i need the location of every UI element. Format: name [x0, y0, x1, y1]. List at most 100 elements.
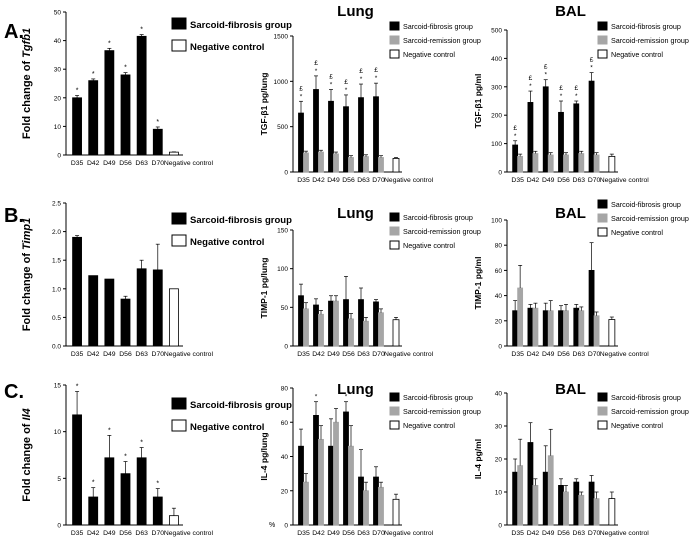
bar-negative-control — [392, 157, 400, 173]
significance-marker: * — [140, 27, 143, 34]
x-tick-label: D49 — [327, 177, 340, 184]
legend-swatch-negative — [597, 420, 608, 430]
bar-fibrosis — [313, 414, 319, 526]
y-tick-label: 0.5 — [52, 315, 61, 322]
x-tick-label: D63 — [135, 160, 148, 167]
significance-marker: * — [124, 65, 127, 72]
significance-marker: £ — [590, 57, 594, 64]
legend-label: Negative control — [611, 50, 663, 59]
y-tick-label: 0 — [284, 170, 288, 177]
y-tick-label: 0 — [284, 523, 288, 530]
bar-negative-control — [169, 288, 179, 347]
legend-label: Sarcoid-fibrosis group — [403, 393, 473, 402]
x-tick-label: D42 — [87, 351, 100, 358]
significance-marker: £ — [374, 67, 378, 74]
bar-fibrosis — [343, 106, 349, 173]
legend-label: Sarcoid-fibrosis group — [611, 393, 681, 402]
bar-fibrosis — [358, 476, 364, 526]
bar-remission — [348, 445, 354, 526]
y-tick-label: 2.0 — [52, 229, 61, 236]
bar-remission — [318, 151, 324, 173]
y-tick-label: 10 — [495, 490, 503, 497]
significance-marker: £ — [559, 85, 563, 92]
bar-fibrosis — [152, 496, 163, 526]
y-tick-label: 5 — [57, 476, 61, 483]
x-tick-label: D49 — [542, 177, 555, 184]
x-tick-label: D35 — [297, 530, 310, 537]
y-axis-label: TIMP-1 pg/ml — [473, 257, 483, 310]
x-tick-label: D70 — [372, 351, 385, 358]
x-tick-label: Negative control — [164, 160, 214, 167]
legend-label: Sarcoid-fibrosis group — [190, 400, 292, 411]
chart-legend: Sarcoid-fibrosis group Negative control — [171, 397, 292, 433]
legend-label: Sarcoid-fibrosis group — [611, 200, 681, 209]
y-tick-label: 40 — [281, 454, 289, 461]
bar-remission — [363, 320, 369, 347]
chart-title: BAL — [555, 3, 586, 20]
significance-marker: £ — [359, 68, 363, 75]
y-tick-label: 50 — [281, 305, 289, 312]
bar-fibrosis — [88, 496, 99, 526]
bar-negative-control — [169, 515, 179, 526]
bar-fibrosis — [72, 414, 82, 526]
x-tick-label: D35 — [71, 351, 84, 358]
bar-remission — [378, 486, 384, 526]
y-tick-label: 1.0 — [52, 286, 61, 293]
legend-label: Sarcoid-fibrosis group — [403, 213, 473, 222]
significance-marker: * — [529, 83, 532, 90]
y-axis-marker: % — [269, 522, 275, 529]
y-axis-label: Fold change of Tgfb1 — [21, 28, 33, 139]
legend-swatch-fibrosis — [389, 21, 400, 31]
x-tick-label: D49 — [103, 160, 116, 167]
x-tick-label: D49 — [542, 530, 555, 537]
bar-fibrosis — [152, 269, 163, 347]
significance-marker: * — [156, 119, 159, 126]
bar-remission — [303, 481, 309, 526]
legend-swatch-negative — [389, 49, 400, 59]
bar-fibrosis — [527, 307, 534, 347]
x-tick-label: D35 — [71, 160, 84, 167]
bar-fibrosis — [542, 471, 549, 526]
chart-legend: Sarcoid-fibrosis group Sarcoid-remission … — [597, 21, 689, 59]
significance-marker: * — [92, 71, 95, 78]
legend-label: Negative control — [190, 237, 264, 248]
x-tick-label: D35 — [71, 530, 84, 537]
x-tick-label: D63 — [573, 177, 586, 184]
legend-swatch-negative — [171, 234, 187, 247]
chart-C-bal: BAL 0 10 20 30 40 IL-4 pg/ml D35 D42 D49 D56 D63 D70… — [473, 381, 689, 537]
chart-legend: Sarcoid-fibrosis group Sarcoid-remission … — [389, 21, 481, 59]
legend-label: Negative control — [611, 421, 663, 430]
legend-label: Negative control — [403, 421, 455, 430]
x-tick-label: Negative control — [164, 530, 214, 537]
x-tick-label: D70 — [372, 530, 385, 537]
y-axis-label-gene: Il4 — [21, 408, 33, 420]
bar-remission — [378, 157, 384, 173]
bar-fibrosis — [328, 100, 334, 173]
legend-label: Sarcoid-remission group — [403, 227, 481, 236]
x-tick-label: D42 — [312, 530, 325, 537]
y-tick-label: 500 — [491, 28, 502, 35]
y-tick-label: 20 — [495, 457, 503, 464]
significance-marker: * — [92, 480, 95, 487]
legend-swatch-fibrosis — [597, 199, 608, 209]
y-tick-label: 0 — [498, 170, 502, 177]
x-tick-label: D42 — [312, 351, 325, 358]
bar-remission — [333, 300, 339, 347]
chart-A-bal: BAL 0 100 200 300 400 500 TGF-β1 pg/ml D35 D42 D49… — [473, 3, 689, 184]
x-tick-label: D42 — [312, 177, 325, 184]
bar-fibrosis — [120, 298, 131, 347]
x-tick-label: D56 — [557, 351, 570, 358]
y-tick-label: 40 — [495, 391, 503, 398]
bar-fibrosis — [313, 304, 319, 347]
x-tick-label: D70 — [372, 177, 385, 184]
y-tick-label: 100 — [277, 266, 288, 273]
y-tick-label: 40 — [495, 293, 503, 300]
significance-marker: £ — [529, 75, 533, 82]
y-axis-label: TIMP-1 pg/lung — [259, 258, 269, 319]
bar-fibrosis — [373, 301, 379, 347]
row-label-b: B. — [4, 205, 24, 227]
bar-remission — [563, 491, 569, 526]
bar-remission — [348, 318, 354, 347]
y-axis-label: IL-4 pg/lung — [259, 432, 269, 480]
